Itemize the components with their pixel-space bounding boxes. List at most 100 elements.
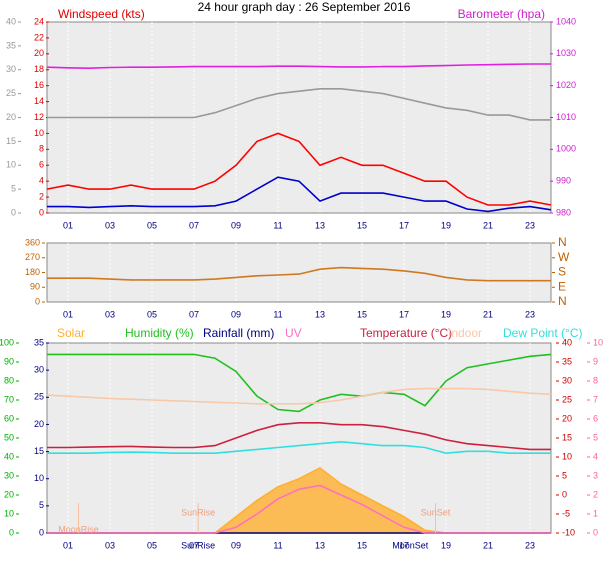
x-tick-label: 07 bbox=[189, 309, 199, 319]
y-tick-label: 0 bbox=[35, 296, 40, 306]
x-tick-label: 21 bbox=[483, 309, 493, 319]
y-tick-label: 25 bbox=[562, 394, 572, 404]
annotation: SunRise bbox=[181, 507, 215, 517]
x-tick-label: 21 bbox=[483, 220, 493, 230]
y-tick-label: 80 bbox=[4, 375, 14, 385]
legend-entry: Humidity (%) bbox=[125, 326, 194, 340]
x-tick-label: 09 bbox=[231, 309, 241, 319]
y-tick-label: 14 bbox=[34, 96, 44, 106]
x-tick-label: 15 bbox=[357, 540, 367, 550]
x-tick-label: 13 bbox=[315, 540, 325, 550]
plot-area bbox=[46, 242, 552, 303]
y-tick-label: 10 bbox=[562, 451, 572, 461]
x-tick-label: 05 bbox=[147, 540, 157, 550]
y-tick-label: 1030 bbox=[556, 48, 576, 58]
y2-axis-title: Barometer (hpa) bbox=[458, 7, 545, 21]
y-tick-label: N bbox=[558, 294, 567, 308]
x-tick-label: 11 bbox=[273, 540, 282, 550]
y-tick-label: 15 bbox=[6, 136, 16, 146]
y-tick-label: 5 bbox=[11, 184, 16, 194]
y-tick-label: 15 bbox=[562, 432, 572, 442]
y-tick-label: 0 bbox=[9, 527, 14, 537]
x-tick-label: 17 bbox=[399, 309, 409, 319]
y-tick-label: 8 bbox=[593, 375, 598, 385]
x-tick-label: 01 bbox=[63, 309, 73, 319]
y-tick-label: 10 bbox=[6, 160, 16, 170]
x-tick-label: 07 bbox=[189, 220, 199, 230]
line bbox=[47, 88, 551, 121]
y-tick-label: 1 bbox=[593, 508, 598, 518]
line bbox=[47, 484, 551, 534]
y-tick-label: 35 bbox=[34, 337, 44, 347]
y-tick-label: 7 bbox=[593, 394, 598, 404]
x-tick-label: 05 bbox=[147, 309, 157, 319]
x-tick-label: 17 bbox=[399, 220, 409, 230]
y-tick-label: 30 bbox=[4, 470, 14, 480]
x-tick-label: 01 bbox=[63, 540, 73, 550]
x-tick-label: 15 bbox=[357, 309, 367, 319]
y-tick-label: 20 bbox=[34, 48, 44, 58]
x-tick-label: 03 bbox=[105, 540, 115, 550]
y-axis-title: Windspeed (kts) bbox=[58, 7, 145, 21]
line bbox=[47, 176, 552, 213]
y-tick-label: 8 bbox=[39, 144, 44, 154]
y-tick-label: 30 bbox=[34, 365, 44, 375]
x-tick-label: 11 bbox=[273, 220, 282, 230]
legend-entry: Solar bbox=[57, 326, 85, 340]
y-tick-label: 20 bbox=[34, 419, 44, 429]
line bbox=[46, 63, 551, 70]
y-tick-label: 10 bbox=[34, 473, 44, 483]
x-tick-label: 15 bbox=[357, 220, 367, 230]
x-tick-label: 11 bbox=[273, 309, 282, 319]
y-tick-label: 12 bbox=[34, 112, 44, 122]
y-tick-label: 20 bbox=[6, 112, 16, 122]
y-tick-label: 980 bbox=[556, 207, 571, 217]
y-tick-label: E bbox=[558, 279, 566, 293]
y-tick-label: 10 bbox=[593, 337, 603, 347]
y-tick-label: 9 bbox=[593, 356, 598, 366]
y-tick-label: 6 bbox=[39, 160, 44, 170]
x-tick-label: 19 bbox=[441, 540, 451, 550]
x-tick-label: 21 bbox=[483, 540, 493, 550]
line bbox=[46, 387, 552, 405]
line bbox=[47, 353, 552, 413]
y-tick-label: 30 bbox=[562, 375, 572, 385]
annotation: MoonRise bbox=[58, 524, 99, 534]
y-tick-label: 90 bbox=[4, 356, 14, 366]
x-tick-label: 01 bbox=[63, 220, 73, 230]
x-tick-label: 13 bbox=[315, 309, 325, 319]
y-tick-label: 2 bbox=[593, 489, 598, 499]
y-tick-label: 1020 bbox=[556, 80, 576, 90]
y-tick-label: W bbox=[558, 250, 570, 264]
y-tick-label: 90 bbox=[30, 282, 40, 292]
y-tick-label: -5 bbox=[562, 508, 570, 518]
line bbox=[47, 266, 551, 282]
y-tick-label: 25 bbox=[6, 88, 16, 98]
x-tick-label: 23 bbox=[525, 309, 535, 319]
annotation: SunSet bbox=[421, 507, 451, 517]
y-tick-label: 0 bbox=[562, 489, 567, 499]
line bbox=[46, 132, 552, 206]
y-tick-label: 10 bbox=[34, 128, 44, 138]
x-tick-label: 23 bbox=[525, 540, 535, 550]
y-tick-label: 6 bbox=[593, 413, 598, 423]
y-tick-label: 30 bbox=[6, 64, 16, 74]
y-tick-label: 1000 bbox=[556, 144, 576, 154]
y-tick-label: 35 bbox=[562, 356, 572, 366]
y-tick-label: 0 bbox=[39, 527, 44, 537]
y-tick-label: 100 bbox=[0, 337, 14, 347]
y-tick-label: 5 bbox=[593, 432, 598, 442]
y-tick-label: 5 bbox=[39, 500, 44, 510]
x-tick-label: 07 bbox=[189, 540, 199, 550]
y-tick-label: 40 bbox=[562, 337, 572, 347]
x-tick-label: 23 bbox=[525, 220, 535, 230]
x-tick-label: 03 bbox=[105, 309, 115, 319]
y-tick-label: 24 bbox=[34, 16, 44, 26]
annotation: SunRise bbox=[181, 540, 215, 550]
y-tick-label: 270 bbox=[25, 252, 40, 262]
legend-entry: Rainfall (mm) bbox=[203, 326, 274, 340]
y-tick-label: 1040 bbox=[556, 16, 576, 26]
y-tick-label: 40 bbox=[4, 451, 14, 461]
y-tick-label: 3 bbox=[593, 470, 598, 480]
